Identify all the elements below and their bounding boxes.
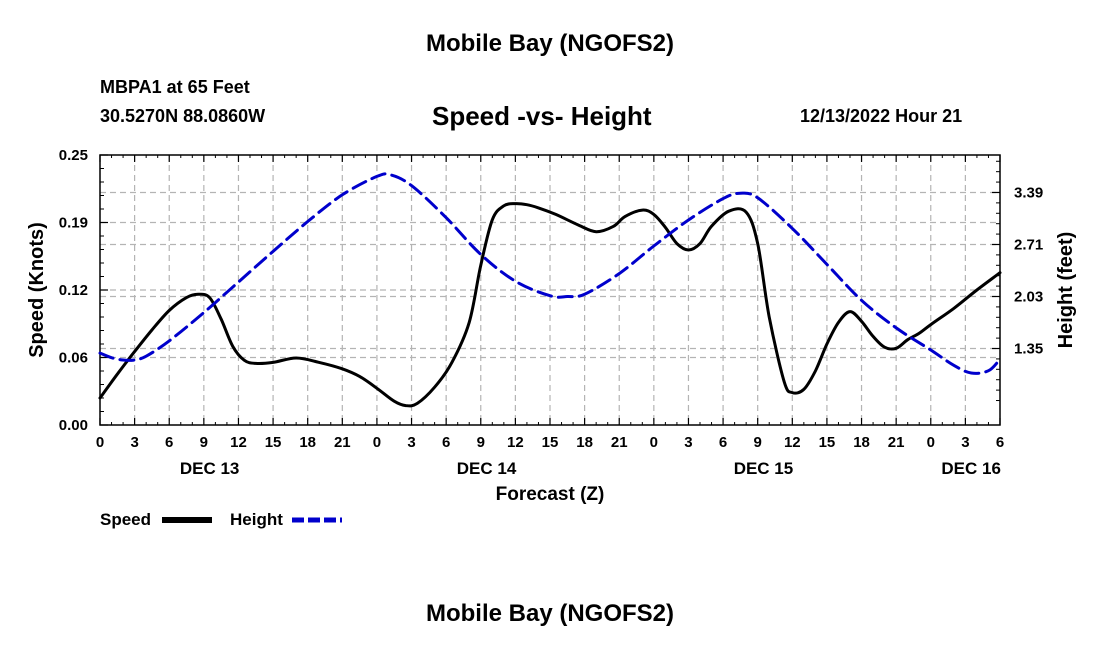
x-tick-label: 12 xyxy=(230,434,247,451)
y-axis-right-label: Height (feet) xyxy=(1055,232,1077,349)
x-tick-label: 9 xyxy=(477,434,485,451)
x-tick-label: 3 xyxy=(130,434,138,451)
axis-ticks xyxy=(99,154,1001,426)
forecast-datetime: 12/13/2022 Hour 21 xyxy=(800,106,963,126)
y-left-tick-label: 0.25 xyxy=(59,147,88,164)
page-title: Mobile Bay (NGOFS2) xyxy=(425,30,675,57)
x-tick-label: 0 xyxy=(650,434,658,451)
x-tick-label: 0 xyxy=(373,434,381,451)
speed-series-line xyxy=(98,202,1002,408)
x-tick-label: 0 xyxy=(96,434,104,451)
chart-title: Speed -vs- Height xyxy=(432,101,652,131)
x-tick-label: 21 xyxy=(334,434,351,451)
chart-grid xyxy=(100,155,1000,425)
x-tick-label: 18 xyxy=(576,434,593,451)
x-tick-label: 18 xyxy=(853,434,870,451)
y-left-tick-label: 0.12 xyxy=(59,282,88,299)
x-tick-label: 6 xyxy=(442,434,450,451)
legend-height-label: Height xyxy=(230,510,283,529)
x-tick-label: 9 xyxy=(754,434,762,451)
y-right-tick-label: 2.71 xyxy=(1014,236,1043,253)
y-left-tick-label: 0.06 xyxy=(59,350,88,367)
date-label: DEC 15 xyxy=(734,459,794,478)
date-label: DEC 16 xyxy=(941,459,1001,478)
x-tick-label: 12 xyxy=(507,434,524,451)
x-tick-label: 21 xyxy=(888,434,905,451)
station-label: MBPA1 at 65 Feet xyxy=(100,77,250,97)
series-lines xyxy=(98,172,1002,408)
y-right-tick-label: 3.39 xyxy=(1014,184,1043,201)
x-tick-label: 6 xyxy=(719,434,727,451)
height-series-line xyxy=(98,172,1002,375)
x-tick-label: 6 xyxy=(996,434,1004,451)
y-left-tick-label: 0.00 xyxy=(59,417,88,434)
x-axis-label: Forecast (Z) xyxy=(496,484,605,505)
y-right-tick-label: 1.35 xyxy=(1014,341,1043,358)
date-label: DEC 14 xyxy=(457,459,517,478)
coordinates-label: 30.5270N 88.0860W xyxy=(100,106,266,126)
x-tick-label: 18 xyxy=(299,434,316,451)
y-left-tick-label: 0.19 xyxy=(59,215,88,232)
x-tick-label: 15 xyxy=(819,434,836,451)
x-tick-label: 12 xyxy=(784,434,801,451)
secondary-page-title: Mobile Bay (NGOFS2) xyxy=(425,600,675,627)
x-tick-label: 3 xyxy=(684,434,692,451)
axis-tick-labels: 0 3 6 9 12 15 18 21 0 3 6 9 12 15 18 21 0 3 6 9 12 15 18 21 0 3 6D… xyxy=(59,147,1043,478)
date-label: DEC 13 xyxy=(180,459,240,478)
x-tick-label: 3 xyxy=(407,434,415,451)
x-tick-label: 3 xyxy=(961,434,969,451)
legend-speed-label: Speed xyxy=(100,510,151,529)
x-tick-label: 0 xyxy=(927,434,935,451)
chart-legend: Speed Height xyxy=(100,510,342,529)
x-tick-label: 15 xyxy=(265,434,282,451)
x-tick-label: 21 xyxy=(611,434,628,451)
x-tick-label: 15 xyxy=(542,434,559,451)
x-tick-label: 6 xyxy=(165,434,173,451)
y-right-tick-label: 2.03 xyxy=(1014,289,1043,306)
x-tick-label: 9 xyxy=(200,434,208,451)
y-axis-left-label: Speed (Knots) xyxy=(26,222,48,358)
